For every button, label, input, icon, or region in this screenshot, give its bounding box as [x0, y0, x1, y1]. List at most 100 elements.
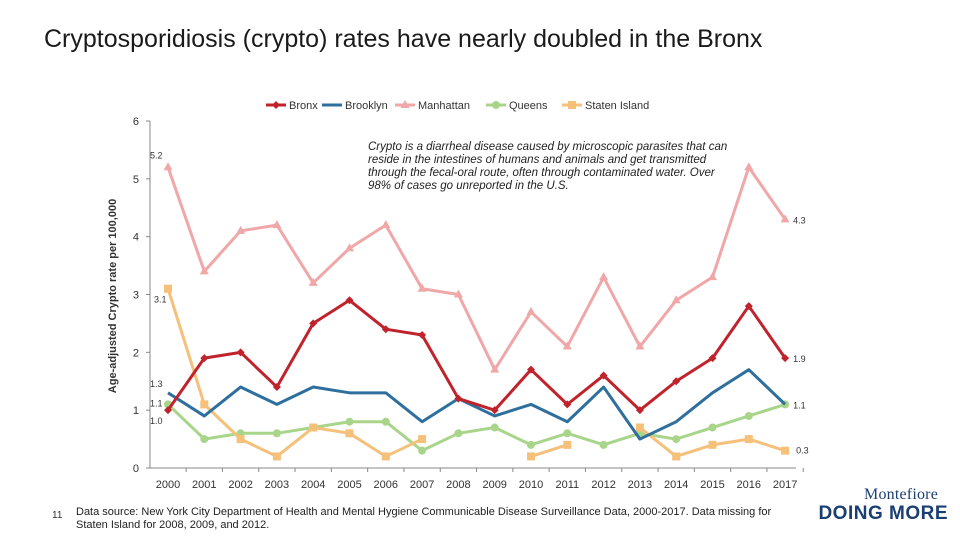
data-point-marker — [708, 272, 717, 281]
data-point-marker — [272, 429, 281, 438]
data-point-marker — [308, 277, 318, 286]
data-point-marker — [635, 423, 644, 432]
data-point-marker — [708, 423, 717, 432]
data-point-marker — [236, 225, 246, 234]
data-point-marker — [418, 435, 427, 444]
x-tick-label: 2005 — [337, 479, 361, 491]
x-tick-label: 2011 — [555, 479, 579, 491]
x-tick-label: 2008 — [446, 479, 470, 491]
data-point-marker — [490, 364, 500, 373]
legend-label: Staten Island — [585, 100, 649, 112]
data-point-marker — [309, 423, 318, 432]
data-point-marker — [672, 435, 681, 444]
data-point-marker — [781, 354, 790, 363]
data-point-marker — [599, 440, 608, 449]
data-label: 5.2 — [150, 150, 163, 160]
x-tick-label: 2001 — [192, 479, 216, 491]
x-tick-label: 2002 — [228, 479, 252, 491]
x-tick-label: 2012 — [591, 479, 615, 491]
y-tick-label: 2 — [133, 347, 139, 359]
data-point-marker — [381, 220, 391, 229]
series-bronx — [164, 296, 790, 415]
y-tick-label: 4 — [133, 232, 139, 244]
data-point-marker — [345, 417, 354, 426]
data-label: 0.3 — [796, 446, 809, 456]
data-point-marker — [200, 400, 209, 409]
data-label: 1.1 — [150, 398, 163, 408]
data-point-marker — [199, 266, 209, 275]
x-tick-label: 2007 — [410, 479, 434, 491]
data-point-marker — [164, 284, 172, 293]
data-point-marker — [490, 406, 499, 415]
data-point-marker — [563, 440, 572, 449]
data-source-text: Data source: New York City Department of… — [76, 506, 772, 531]
legend-item-brooklyn: Brooklyn — [322, 100, 388, 112]
x-tick-label: 2000 — [156, 479, 180, 491]
chart-annotation-note: Crypto is a diarrheal disease caused by … — [368, 141, 728, 192]
data-point-marker — [781, 446, 790, 455]
legend-label: Brooklyn — [345, 100, 388, 112]
data-label: 1.9 — [793, 354, 806, 364]
data-point-marker — [672, 452, 681, 461]
x-tick-label: 2004 — [301, 479, 325, 491]
chart-legend: Bronx Brooklyn Manhattan Queens Staten Islan… — [266, 100, 649, 112]
x-tick-label: 2006 — [374, 479, 398, 491]
data-point-marker — [236, 435, 245, 444]
y-tick-label: 0 — [133, 463, 139, 475]
data-point-marker — [418, 446, 427, 455]
y-tick-label: 5 — [133, 174, 139, 186]
data-point-marker — [200, 435, 209, 444]
x-tick-label: 2016 — [737, 479, 761, 491]
data-point-marker — [599, 272, 609, 281]
legend-item-bronx: Bronx — [266, 100, 318, 112]
data-point-marker — [744, 435, 753, 444]
data-point-marker — [272, 101, 280, 109]
data-label: 3.1 — [154, 295, 167, 305]
data-point-marker — [417, 283, 427, 292]
x-tick-label: 2015 — [700, 479, 724, 491]
data-label: 1.0 — [150, 416, 163, 426]
data-point-marker — [272, 220, 282, 229]
data-point-marker — [744, 411, 753, 420]
data-point-marker — [381, 325, 390, 334]
data-point-marker — [635, 341, 645, 350]
x-tick-label: 2014 — [664, 479, 688, 491]
data-point-marker — [744, 302, 753, 311]
series-line-queens — [166, 402, 786, 453]
data-point-marker — [381, 452, 390, 461]
data-point-marker — [492, 101, 500, 109]
data-point-marker — [568, 101, 576, 109]
data-point-marker — [780, 214, 790, 223]
data-point-marker — [454, 429, 463, 438]
legend-item-staten-island: Staten Island — [562, 100, 649, 112]
data-point-marker — [527, 365, 535, 374]
x-tick-label: 2013 — [628, 479, 652, 491]
legend-item-manhattan: Manhattan — [395, 100, 470, 112]
data-point-marker — [490, 423, 499, 432]
data-point-marker — [672, 377, 681, 386]
series-line-brooklyn — [167, 368, 787, 441]
montefiore-logo: Montefiore DOING MORE — [800, 486, 948, 524]
y-tick-label: 6 — [133, 116, 139, 128]
page-number: 11 — [52, 510, 63, 521]
data-point-marker — [563, 429, 572, 438]
data-point-marker — [272, 452, 281, 461]
data-point-marker — [381, 417, 390, 426]
y-tick-label: 1 — [133, 405, 139, 417]
x-tick-label: 2017 — [773, 479, 797, 491]
data-point-marker — [708, 354, 717, 363]
data-point-marker — [164, 406, 172, 415]
series-line-bronx — [166, 298, 787, 412]
data-point-marker — [527, 452, 535, 461]
slide-title: Cryptosporidiosis (crypto) rates have ne… — [44, 25, 763, 53]
data-point-marker — [236, 348, 245, 357]
data-label: 1.1 — [793, 400, 806, 410]
data-point-marker — [563, 400, 572, 409]
data-point-marker — [309, 319, 318, 328]
y-tick-label: 3 — [133, 290, 139, 302]
data-point-marker — [671, 295, 681, 304]
data-point-marker — [527, 440, 535, 449]
data-point-marker — [526, 306, 536, 315]
data-label: 4.3 — [793, 215, 806, 225]
